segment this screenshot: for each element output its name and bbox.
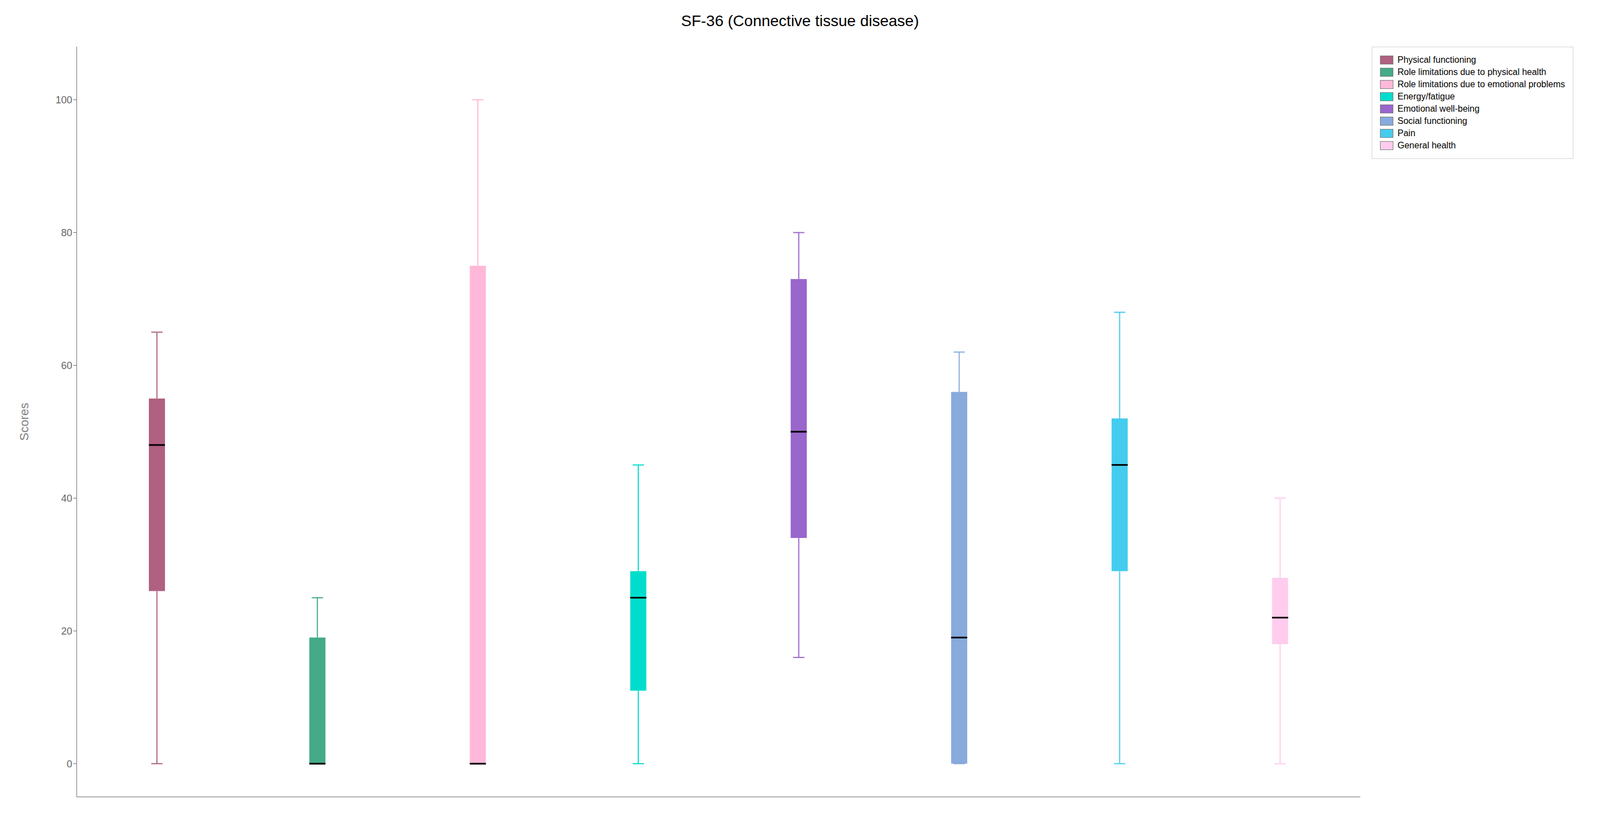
html-text:Social functioning: Social functioning [1397,116,1468,126]
svg-text:40: 40 [61,492,73,504]
html-text:Energy/fatigue: Energy/fatigue [1397,91,1455,102]
svg-text:Scores: Scores [17,402,32,441]
html-text:Physical functioning: Physical functioning [1397,55,1477,65]
svg-text:60: 60 [61,360,73,372]
svg-text:100: 100 [55,94,73,106]
html-text:SF-36 (Connective tissue disea: SF-36 (Connective tissue disease) [681,12,919,30]
svg-text:20: 20 [61,625,73,637]
html-text:Role limitations due to physic: Role limitations due to physical health [1397,67,1547,77]
svg-text:0: 0 [66,758,73,770]
html-text:Role limitations due to emotio: Role limitations due to emotional proble… [1397,79,1565,89]
html-text:Emotional well-being: Emotional well-being [1397,103,1480,114]
html-text:General health: General health [1397,140,1456,150]
html-text:Pain: Pain [1397,128,1416,138]
svg-text:80: 80 [61,227,73,239]
